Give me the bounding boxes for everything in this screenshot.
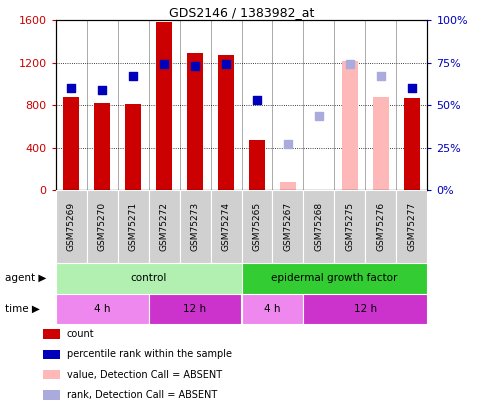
Bar <box>342 61 358 190</box>
Bar <box>56 263 242 294</box>
Text: 4 h: 4 h <box>264 304 281 314</box>
Bar <box>43 350 60 359</box>
Text: 4 h: 4 h <box>94 304 110 314</box>
Text: GSM75268: GSM75268 <box>314 202 324 252</box>
Point <box>191 63 199 69</box>
Point <box>222 61 230 68</box>
Bar <box>397 190 427 263</box>
Point <box>160 61 168 68</box>
Bar <box>366 190 397 263</box>
Bar <box>211 190 242 263</box>
Text: GSM75267: GSM75267 <box>284 202 293 252</box>
Text: GSM75265: GSM75265 <box>253 202 261 252</box>
Bar <box>303 294 427 324</box>
Point <box>346 61 354 68</box>
Text: 12 h: 12 h <box>354 304 377 314</box>
Text: agent ▶: agent ▶ <box>5 273 46 283</box>
Text: GSM75274: GSM75274 <box>222 202 230 251</box>
Point <box>98 87 106 93</box>
Text: epidermal growth factor: epidermal growth factor <box>271 273 398 283</box>
Text: control: control <box>130 273 167 283</box>
Text: GSM75276: GSM75276 <box>376 202 385 252</box>
Point <box>67 85 75 92</box>
Bar <box>56 190 86 263</box>
Bar <box>272 190 303 263</box>
Text: GSM75275: GSM75275 <box>345 202 355 252</box>
Bar <box>187 53 203 190</box>
Bar <box>63 97 79 190</box>
Point <box>408 85 416 92</box>
Text: 12 h: 12 h <box>184 304 207 314</box>
Bar <box>86 190 117 263</box>
Point <box>129 73 137 80</box>
Bar <box>242 294 303 324</box>
Text: count: count <box>67 329 95 339</box>
Text: GSM75272: GSM75272 <box>159 202 169 251</box>
Bar <box>280 182 296 190</box>
Bar <box>249 141 265 190</box>
Point <box>377 73 385 80</box>
Point <box>284 141 292 148</box>
Bar <box>242 263 427 294</box>
Bar <box>334 190 366 263</box>
Bar <box>218 55 234 190</box>
Text: GSM75269: GSM75269 <box>67 202 75 252</box>
Text: GSM75271: GSM75271 <box>128 202 138 252</box>
Text: GSM75277: GSM75277 <box>408 202 416 252</box>
Bar <box>404 98 420 190</box>
Bar <box>242 190 272 263</box>
Bar <box>156 22 172 190</box>
Title: GDS2146 / 1383982_at: GDS2146 / 1383982_at <box>169 6 314 19</box>
Point <box>253 97 261 103</box>
Bar <box>373 97 389 190</box>
Bar <box>125 104 141 190</box>
Bar <box>149 294 242 324</box>
Text: rank, Detection Call = ABSENT: rank, Detection Call = ABSENT <box>67 390 217 400</box>
Bar <box>117 190 149 263</box>
Bar <box>149 190 180 263</box>
Bar <box>303 190 334 263</box>
Bar <box>180 190 211 263</box>
Bar <box>43 329 60 339</box>
Bar <box>43 390 60 400</box>
Bar <box>56 294 149 324</box>
Text: value, Detection Call = ABSENT: value, Detection Call = ABSENT <box>67 370 222 379</box>
Point <box>315 112 323 119</box>
Bar <box>94 103 110 190</box>
Text: percentile rank within the sample: percentile rank within the sample <box>67 350 232 359</box>
Text: GSM75273: GSM75273 <box>190 202 199 252</box>
Text: time ▶: time ▶ <box>5 304 40 314</box>
Text: GSM75270: GSM75270 <box>98 202 107 252</box>
Bar <box>43 370 60 379</box>
